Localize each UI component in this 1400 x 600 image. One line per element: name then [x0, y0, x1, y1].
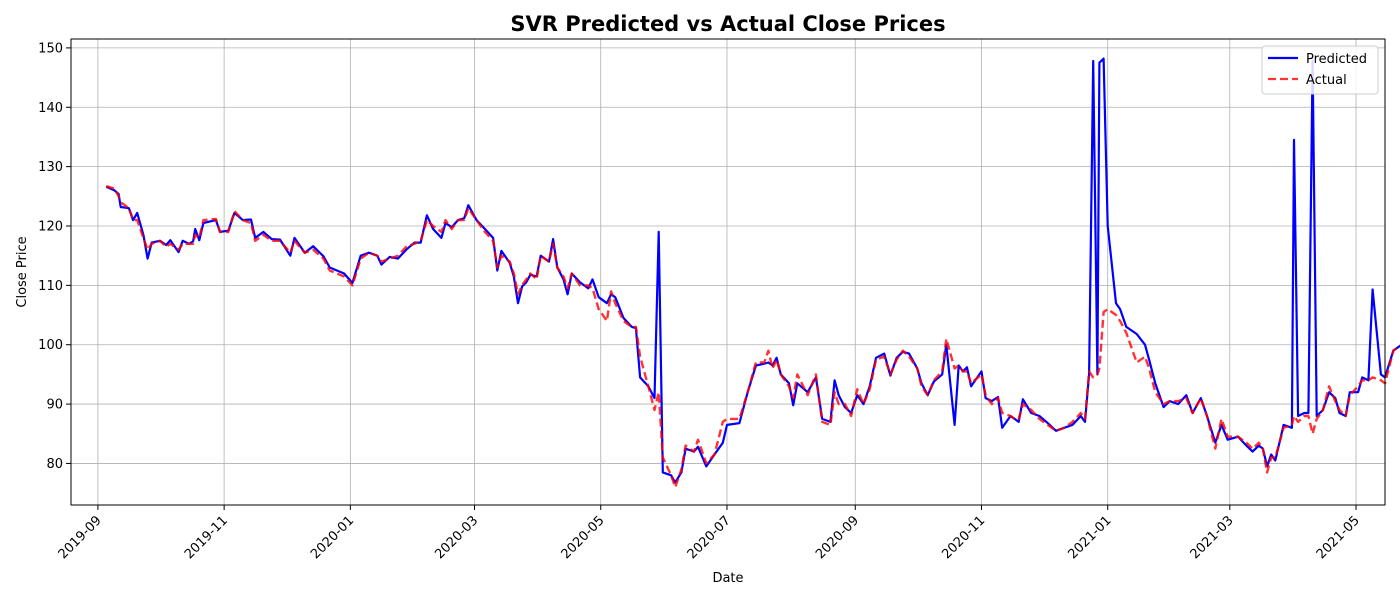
y-tick-label: 80 — [46, 457, 63, 472]
y-axis: 80 90 100 110 120 130 140 150 — [38, 41, 71, 472]
y-tick-label: 110 — [38, 279, 63, 294]
plot-frame — [70, 38, 1386, 506]
x-axis-label: Date — [712, 571, 743, 586]
chart-title: SVR Predicted vs Actual Close Prices — [510, 12, 945, 36]
y-tick-label: 120 — [38, 219, 63, 234]
y-axis-label: Close Price — [15, 236, 30, 307]
y-tick-label: 140 — [38, 101, 63, 116]
plot-lines — [105, 57, 1400, 489]
legend: Predicted Actual — [1261, 45, 1379, 95]
y-tick-label: 130 — [38, 160, 63, 175]
y-tick-label: 150 — [38, 41, 63, 56]
y-tick-label: 100 — [38, 338, 63, 353]
y-tick-label: 90 — [46, 398, 63, 413]
legend-label-predicted: Predicted — [1306, 52, 1367, 67]
series-line-actual — [105, 185, 1400, 489]
legend-label-actual: Actual — [1306, 73, 1347, 88]
